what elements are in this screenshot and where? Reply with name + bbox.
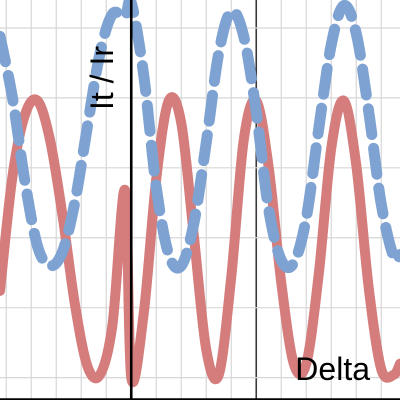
series-line-blue-dashed (0, 0, 400, 274)
series-layer (0, 0, 400, 388)
series-line-red-solid (0, 92, 400, 388)
labels: It / Ir Delta (84, 46, 370, 387)
y-axis-label: It / Ir (84, 46, 120, 110)
x-axis-label: Delta (295, 351, 370, 387)
